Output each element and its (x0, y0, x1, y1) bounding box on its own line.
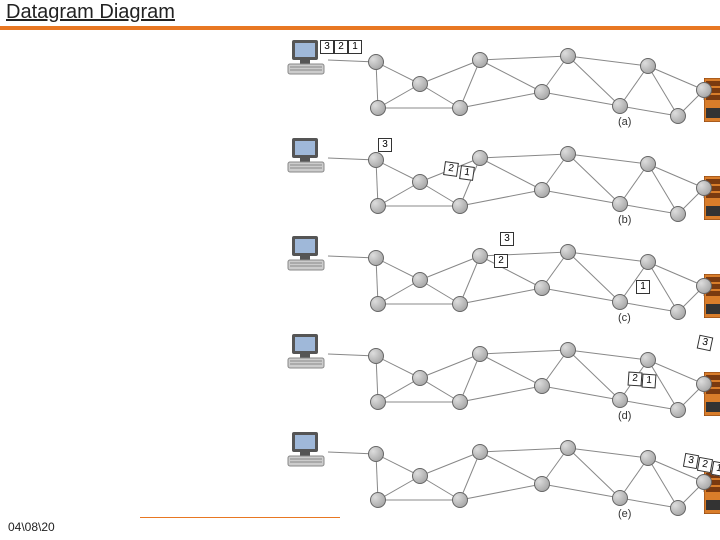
router-node (612, 196, 628, 212)
router-node (612, 98, 628, 114)
packet-3: 3 (378, 138, 392, 152)
page-title: Datagram Diagram (6, 1, 175, 24)
router-node (472, 150, 488, 166)
router-node (368, 446, 384, 462)
router-node (560, 146, 576, 162)
router-node (640, 58, 656, 74)
panel-label-b: (b) (618, 214, 631, 226)
panel-b: 3 21 (b) (0, 132, 720, 230)
router-node (368, 348, 384, 364)
router-node (412, 272, 428, 288)
panel-label-e: (e) (618, 508, 631, 520)
router-node (534, 280, 550, 296)
router-node (370, 198, 386, 214)
router-node (412, 370, 428, 386)
router-node (368, 152, 384, 168)
router-node (560, 440, 576, 456)
router-node (370, 394, 386, 410)
router-node (368, 250, 384, 266)
router-node (670, 500, 686, 516)
router-node (472, 346, 488, 362)
router-node (696, 278, 712, 294)
packet-3: 3 (697, 335, 714, 352)
router-node (472, 52, 488, 68)
computer-icon (286, 136, 330, 176)
router-node (670, 206, 686, 222)
packet-1: 1 (711, 461, 720, 477)
panel-label-c: (c) (618, 312, 631, 324)
edges-b (0, 132, 720, 230)
router-node (670, 304, 686, 320)
router-node (696, 474, 712, 490)
router-node (696, 180, 712, 196)
packet-3: 3 (320, 40, 334, 54)
router-node (560, 244, 576, 260)
panel-label-a: (a) (618, 116, 631, 128)
router-node (670, 402, 686, 418)
packet-3: 3 (500, 232, 514, 246)
router-node (640, 352, 656, 368)
router-node (640, 450, 656, 466)
router-node (612, 490, 628, 506)
title-bar: Datagram Diagram (0, 0, 720, 30)
edges-e (0, 426, 720, 524)
packet-1: 1 (348, 40, 362, 54)
router-node (370, 100, 386, 116)
packet-1: 1 (459, 165, 475, 181)
router-node (696, 376, 712, 392)
edges-d (0, 328, 720, 426)
router-node (534, 182, 550, 198)
router-node (670, 108, 686, 124)
router-node (452, 296, 468, 312)
router-node (612, 294, 628, 310)
router-node (452, 100, 468, 116)
router-node (560, 48, 576, 64)
computer-icon (286, 234, 330, 274)
computer-icon (286, 332, 330, 372)
computer-icon (286, 430, 330, 470)
packet-1: 1 (642, 374, 657, 389)
panel-label-d: (d) (618, 410, 631, 422)
packet-2: 2 (628, 372, 643, 387)
diagram-area: 321(a) 321(b) 321(c) (0, 34, 720, 524)
panel-a: 321 (a) (0, 34, 720, 132)
router-node (370, 492, 386, 508)
router-node (534, 84, 550, 100)
router-node (412, 174, 428, 190)
router-node (368, 54, 384, 70)
router-node (560, 342, 576, 358)
panel-e: 321(e) (0, 426, 720, 524)
router-node (534, 476, 550, 492)
footer-date: 04\08\20 (8, 520, 55, 534)
router-node (412, 468, 428, 484)
router-node (452, 394, 468, 410)
router-node (640, 254, 656, 270)
router-node (370, 296, 386, 312)
edges-c (0, 230, 720, 328)
packet-2: 2 (443, 161, 459, 177)
packet-2: 2 (334, 40, 348, 54)
panel-c: 3 2 1 (c) (0, 230, 720, 328)
router-node (534, 378, 550, 394)
router-node (472, 444, 488, 460)
router-node (452, 492, 468, 508)
packet-1: 1 (636, 280, 650, 294)
router-node (640, 156, 656, 172)
packet-2: 2 (494, 254, 508, 268)
router-node (696, 82, 712, 98)
router-node (412, 76, 428, 92)
footer-accent-line (140, 517, 340, 518)
router-node (472, 248, 488, 264)
router-node (452, 198, 468, 214)
panel-d: 3 21 (d) (0, 328, 720, 426)
router-node (612, 392, 628, 408)
